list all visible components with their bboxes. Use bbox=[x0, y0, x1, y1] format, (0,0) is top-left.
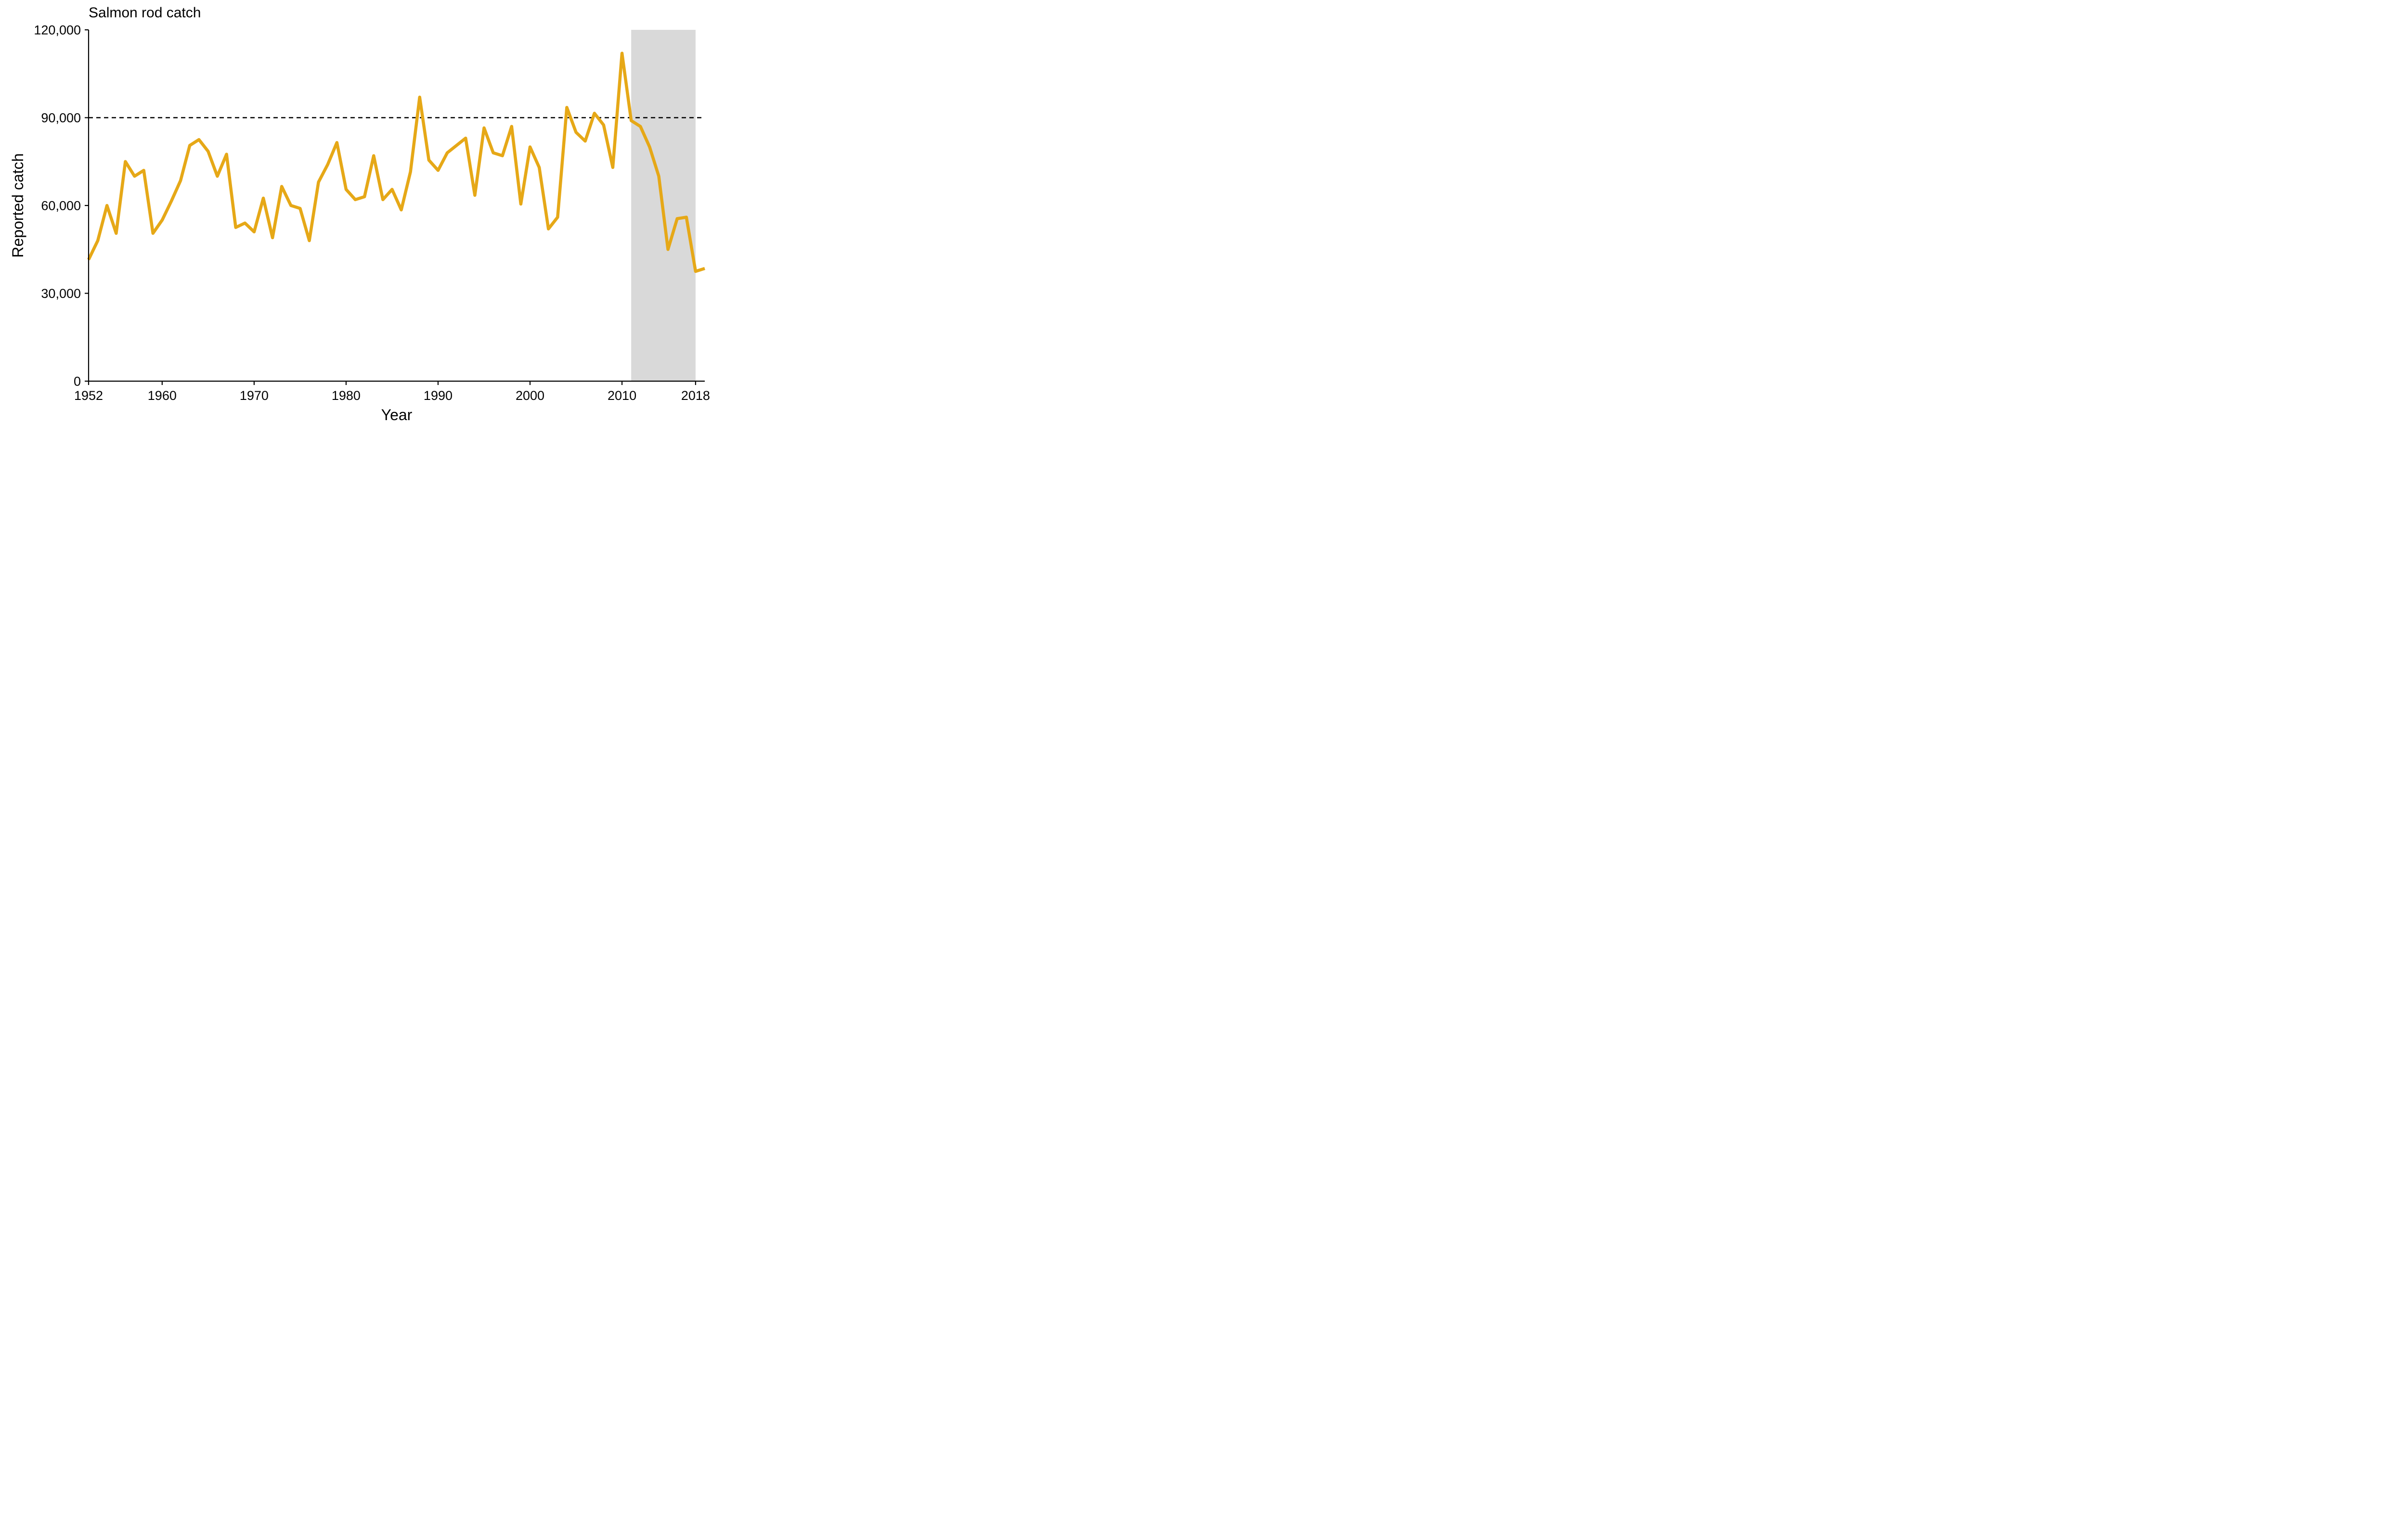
line-chart: 1952 1960 1970 1980 1990 2000 2010 2018 0 30,000 6… bbox=[0, 0, 739, 423]
x-tick-label: 2010 bbox=[608, 388, 636, 403]
chart-svg: 1952 1960 1970 1980 1990 2000 2010 2018 0 30,000 6… bbox=[0, 0, 739, 423]
x-tick-label: 1980 bbox=[332, 388, 361, 403]
y-axis-label: Reported catch bbox=[9, 153, 26, 257]
y-tick-label: 90,000 bbox=[41, 111, 81, 125]
chart-title: Salmon rod catch bbox=[89, 5, 201, 21]
y-tick-label: 30,000 bbox=[41, 286, 81, 301]
x-tick-label: 2000 bbox=[516, 388, 544, 403]
x-tick-label: 2018 bbox=[681, 388, 710, 403]
x-tick-label: 1990 bbox=[424, 388, 453, 403]
y-tick-label: 120,000 bbox=[34, 23, 81, 37]
x-tick-label: 1960 bbox=[148, 388, 177, 403]
y-tick-label: 0 bbox=[74, 374, 81, 388]
plot-area bbox=[89, 30, 705, 381]
x-tick-label: 1952 bbox=[74, 388, 103, 403]
x-axis-label: Year bbox=[381, 406, 413, 423]
x-tick-label: 1970 bbox=[240, 388, 269, 403]
y-tick-label: 60,000 bbox=[41, 198, 81, 213]
